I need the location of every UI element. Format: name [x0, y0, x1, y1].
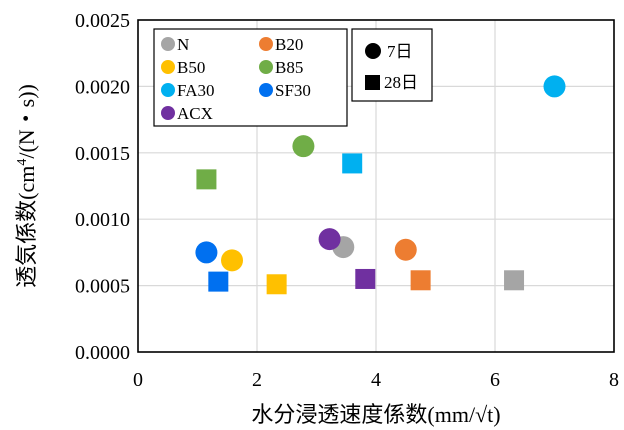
point-acx-7d [318, 228, 341, 251]
legend-label-fa30: FA30 [177, 81, 214, 100]
y-tick-label: 0.0025 [75, 10, 130, 32]
y-tick-label: 0.0000 [75, 342, 130, 364]
data-points [195, 75, 566, 295]
x-axis-label: 水分浸透速度係数(mm/√t) [251, 402, 500, 427]
legend-label-n: N [177, 35, 189, 54]
point-b20-28d [410, 270, 431, 291]
point-fa30-28d [342, 153, 363, 174]
y-axis-label-sup: 4 [15, 159, 30, 166]
legend-label-b20: B20 [275, 35, 303, 54]
y-axis-label-post: /(N・s)) [14, 84, 39, 159]
point-sf30-7d [195, 241, 218, 264]
legend-marker-acx [161, 106, 175, 120]
y-axis-label-pre: 透気係数(cm [14, 166, 39, 288]
y-axis-label: 透気係数(cm4/(N・s)) [14, 84, 39, 288]
x-tick-label: 4 [371, 369, 381, 391]
legend-label-b50: B50 [177, 58, 205, 77]
point-acx-28d [355, 268, 376, 289]
x-tick-label: 2 [252, 369, 262, 391]
point-b85-28d [196, 169, 217, 190]
legend-label-sf30: SF30 [275, 81, 311, 100]
legend-marker-b85 [259, 60, 273, 74]
plot-area-frame [137, 19, 615, 353]
age-legend-7d-label: 7日 [387, 42, 413, 61]
y-tick-label: 0.0010 [75, 209, 130, 231]
point-b50-28d [266, 274, 287, 295]
y-tick-label: 0.0020 [75, 76, 130, 98]
legend-label-acx: ACX [177, 104, 213, 123]
legend-marker-n [161, 37, 175, 51]
legend-label-b85: B85 [275, 58, 303, 77]
series-legend-box [153, 28, 348, 127]
legend-marker-b50 [161, 60, 175, 74]
point-sf30-28d [208, 271, 229, 292]
series-legend: N B20 B50 B85 FA30 SF30 ACX [153, 28, 348, 127]
x-tick-label: 6 [490, 369, 500, 391]
age-legend-circle-icon [365, 43, 381, 59]
x-tick-label: 0 [133, 369, 143, 391]
age-legend-28d-label: 28日 [384, 73, 418, 92]
x-tick-label: 8 [609, 369, 619, 391]
legend-marker-b20 [259, 37, 273, 51]
age-legend: 7日 28日 [351, 28, 433, 102]
age-legend-square-icon [365, 75, 380, 90]
point-n-28d [504, 270, 525, 291]
y-tick-label: 0.0005 [75, 276, 130, 298]
legend-marker-sf30 [259, 83, 273, 97]
legend-marker-fa30 [161, 83, 175, 97]
point-fa30-7d [543, 75, 566, 98]
point-b50-7d [221, 249, 244, 272]
tick-labels: 0 2 4 6 8 0.0000 0.0005 0.0010 0.0015 0.0020 0.002… [75, 10, 619, 391]
y-tick-label: 0.0015 [75, 143, 130, 165]
point-b85-7d [292, 135, 315, 158]
series-legend-items: N B20 B50 B85 FA30 SF30 ACX [161, 35, 311, 123]
point-b20-7d [394, 238, 417, 261]
